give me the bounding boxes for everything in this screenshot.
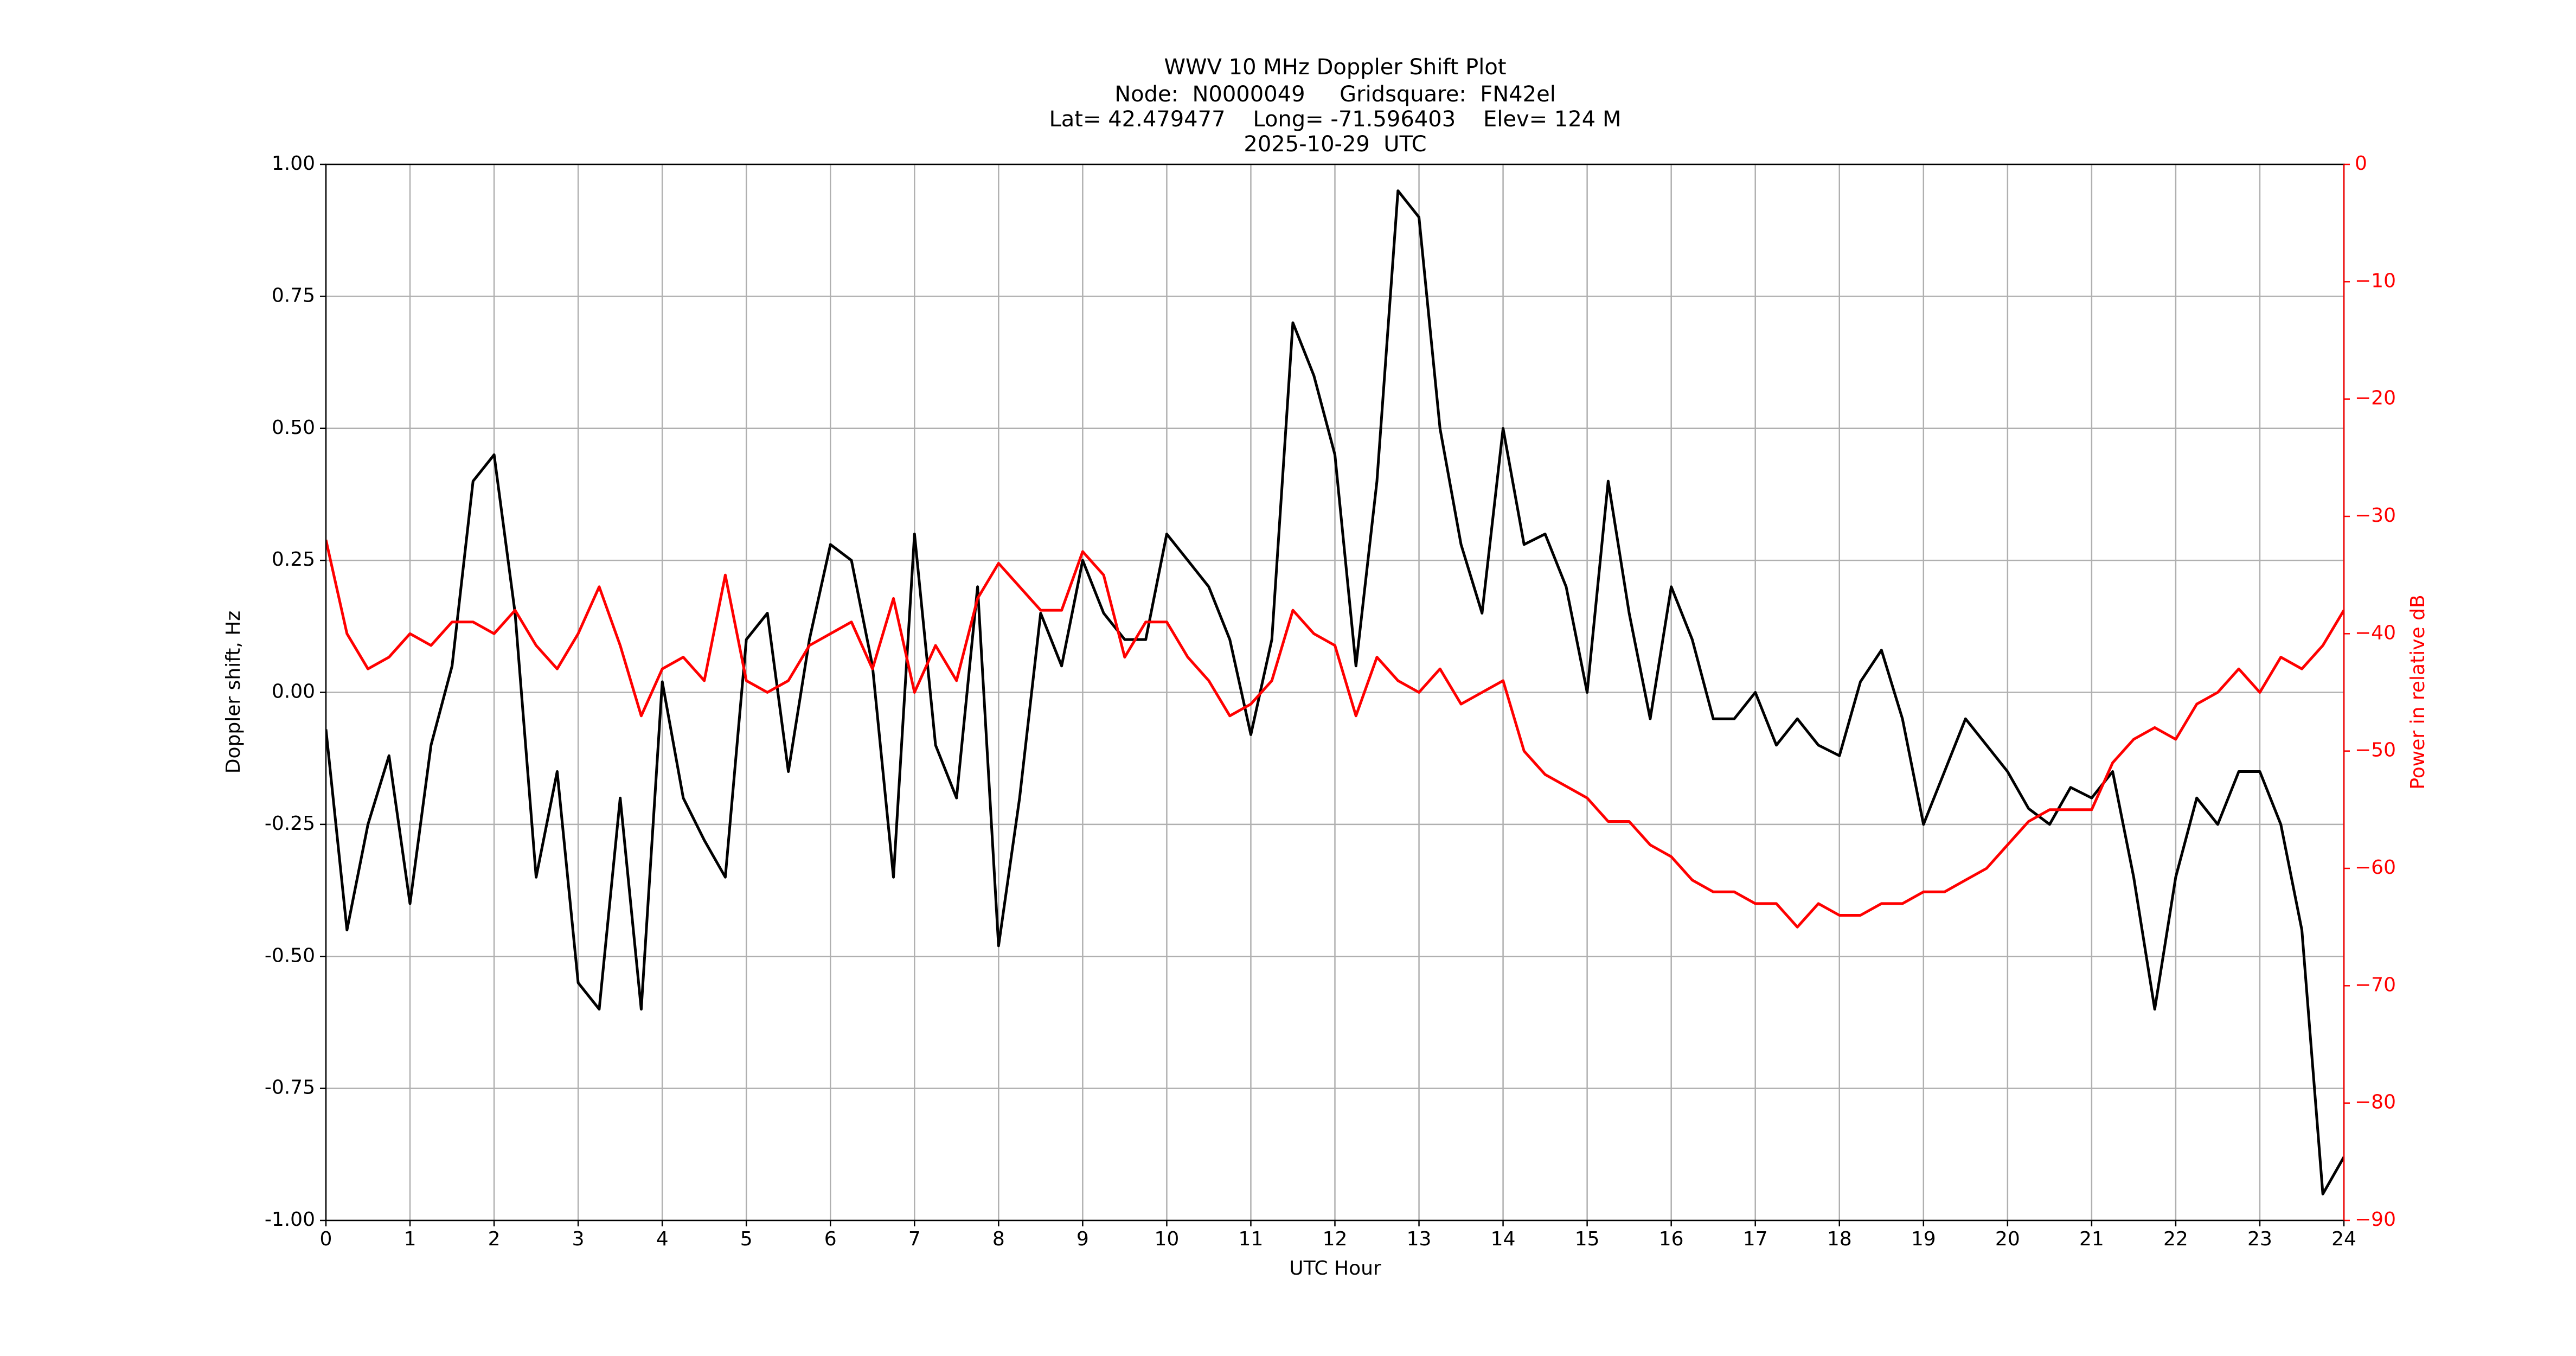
x-tick-label: 9 xyxy=(1076,1228,1089,1250)
x-tick-label: 8 xyxy=(992,1228,1005,1250)
chart-title: WWV 10 MHz Doppler Shift Plot xyxy=(1164,55,1506,80)
x-tick-label: 0 xyxy=(320,1228,332,1250)
y2-axis-label: Power in relative dB xyxy=(2407,594,2429,789)
x-tick-label: 2 xyxy=(488,1228,501,1250)
y2-tick-label: −30 xyxy=(2355,504,2396,527)
y-tick-label: 0.50 xyxy=(272,417,315,439)
y-tick-label: -1.00 xyxy=(265,1208,315,1231)
data-line xyxy=(326,539,2344,929)
y-tick-label: 0.00 xyxy=(272,681,315,703)
x-tick-label: 11 xyxy=(1239,1228,1264,1250)
y-tick-label: 0.25 xyxy=(272,548,315,571)
x-tick-label: 14 xyxy=(1491,1228,1516,1250)
y2-tick-label: −10 xyxy=(2355,270,2396,292)
y2-tick-label: −40 xyxy=(2355,622,2396,644)
x-tick-label: 12 xyxy=(1323,1228,1348,1250)
x-tick-label: 21 xyxy=(2079,1228,2104,1250)
x-tick-label: 10 xyxy=(1155,1228,1180,1250)
y-tick-label: -0.75 xyxy=(265,1077,315,1099)
data-line xyxy=(326,189,2344,1195)
y2-tick-label: 0 xyxy=(2355,152,2367,175)
x-tick-label: 16 xyxy=(1659,1228,1684,1250)
x-tick-label: 19 xyxy=(1911,1228,1936,1250)
chart-subtitle: 2025-10-29 UTC xyxy=(1244,132,1426,157)
x-tick-label: 18 xyxy=(1827,1228,1852,1250)
y2-tick-label: −90 xyxy=(2355,1208,2396,1231)
x-tick-label: 5 xyxy=(740,1228,753,1250)
y2-tick-label: −80 xyxy=(2355,1091,2396,1114)
x-axis-label: UTC Hour xyxy=(1289,1257,1381,1280)
x-tick-label: 13 xyxy=(1407,1228,1432,1250)
y2-tick-label: −50 xyxy=(2355,739,2396,762)
x-tick-label: 20 xyxy=(1995,1228,2020,1250)
chart-subtitle: Node: N0000049 Gridsquare: FN42el xyxy=(1114,82,1556,107)
x-tick-label: 23 xyxy=(2247,1228,2272,1250)
y2-tick-label: −20 xyxy=(2355,387,2396,410)
y-tick-label: -0.25 xyxy=(265,813,315,835)
x-tick-label: 17 xyxy=(1743,1228,1768,1250)
y-axis-label: Doppler shift, Hz xyxy=(222,611,245,773)
x-tick-label: 3 xyxy=(572,1228,585,1250)
chart-subtitle: Lat= 42.479477 Long= -71.596403 Elev= 12… xyxy=(1049,107,1622,132)
y-tick-label: -0.50 xyxy=(265,944,315,967)
x-tick-label: 24 xyxy=(2331,1228,2356,1250)
y-tick-label: 0.75 xyxy=(272,284,315,306)
y-tick-label: 1.00 xyxy=(272,152,315,175)
x-tick-label: 7 xyxy=(908,1228,921,1250)
x-tick-label: 15 xyxy=(1575,1228,1600,1250)
x-tick-label: 4 xyxy=(656,1228,669,1250)
x-tick-label: 1 xyxy=(404,1228,416,1250)
x-tick-label: 6 xyxy=(824,1228,837,1250)
y2-tick-label: −60 xyxy=(2355,856,2396,879)
x-tick-label: 22 xyxy=(2163,1228,2188,1250)
y2-tick-label: −70 xyxy=(2355,974,2396,996)
